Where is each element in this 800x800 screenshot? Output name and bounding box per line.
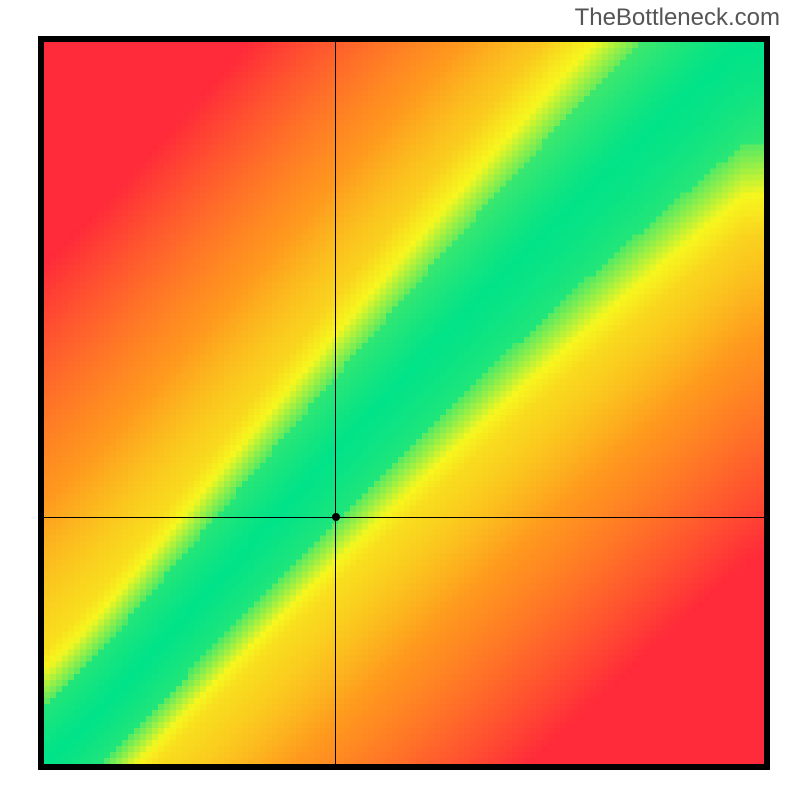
frame-bottom: [38, 764, 770, 770]
crosshair-horizontal: [44, 517, 764, 518]
watermark-text: TheBottleneck.com: [575, 4, 780, 32]
chart-container: TheBottleneck.com: [0, 0, 800, 800]
crosshair-marker: [332, 513, 340, 521]
heatmap-canvas: [44, 42, 764, 764]
frame-right: [764, 36, 770, 770]
plot-area: [44, 42, 764, 764]
crosshair-vertical: [335, 42, 336, 764]
